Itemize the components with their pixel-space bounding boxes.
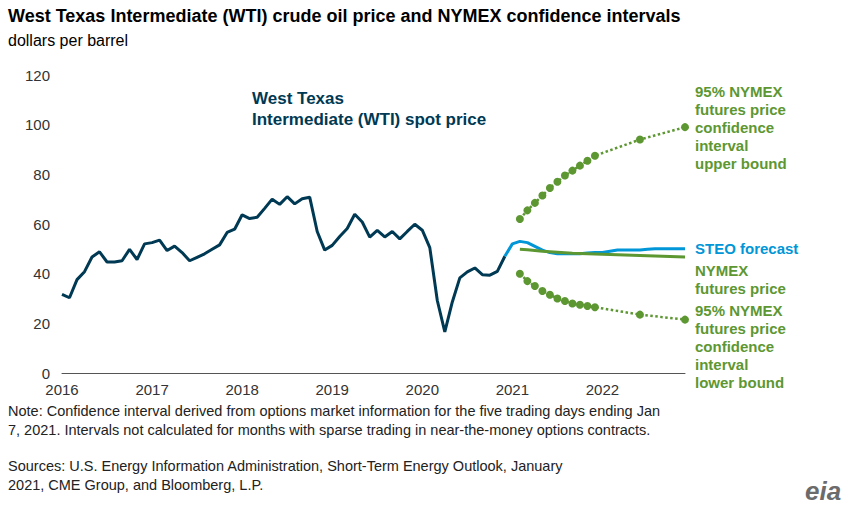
svg-text:2018: 2018 xyxy=(225,381,258,398)
svg-text:20: 20 xyxy=(33,315,50,332)
svg-text:NYMEX: NYMEX xyxy=(695,262,748,279)
svg-text:Note: Confidence interval deri: Note: Confidence interval derived from o… xyxy=(8,403,660,419)
svg-text:40: 40 xyxy=(33,265,50,282)
svg-text:7, 2021. Intervals not calcula: 7, 2021. Intervals not calculated for mo… xyxy=(8,422,650,438)
svg-text:futures price: futures price xyxy=(695,280,786,297)
svg-text:2020: 2020 xyxy=(406,381,439,398)
svg-text:2021, CME Group, and Bloomberg: 2021, CME Group, and Bloomberg, L.P. xyxy=(8,477,263,493)
svg-text:interval: interval xyxy=(695,137,748,154)
svg-text:2019: 2019 xyxy=(316,381,349,398)
svg-text:STEO forecast: STEO forecast xyxy=(695,240,798,257)
svg-text:West Texas: West Texas xyxy=(252,89,344,108)
svg-text:Sources: U.S. Energy Informati: Sources: U.S. Energy Information Adminis… xyxy=(8,458,563,474)
svg-text:Intermediate (WTI) spot price: Intermediate (WTI) spot price xyxy=(252,110,486,129)
svg-text:2021: 2021 xyxy=(496,381,529,398)
svg-text:confidence: confidence xyxy=(695,338,774,355)
svg-text:confidence: confidence xyxy=(695,119,774,136)
svg-text:95% NYMEX: 95% NYMEX xyxy=(695,83,783,100)
svg-text:interval: interval xyxy=(695,356,748,373)
svg-text:futures price: futures price xyxy=(695,320,786,337)
svg-text:60: 60 xyxy=(33,216,50,233)
svg-text:95% NYMEX: 95% NYMEX xyxy=(695,302,783,319)
svg-text:2016: 2016 xyxy=(45,381,78,398)
svg-text:120: 120 xyxy=(25,67,50,84)
svg-text:0: 0 xyxy=(42,365,50,382)
svg-text:2022: 2022 xyxy=(586,381,619,398)
svg-text:2017: 2017 xyxy=(135,381,168,398)
svg-text:100: 100 xyxy=(25,116,50,133)
svg-text:dollars per barrel: dollars per barrel xyxy=(8,32,128,49)
svg-text:lower bound: lower bound xyxy=(695,374,784,391)
svg-text:80: 80 xyxy=(33,166,50,183)
svg-text:West Texas Intermediate (WTI): West Texas Intermediate (WTI) crude oil … xyxy=(8,6,681,26)
svg-text:futures price: futures price xyxy=(695,101,786,118)
svg-text:upper bound: upper bound xyxy=(695,155,787,172)
svg-text:eia: eia xyxy=(805,476,841,506)
